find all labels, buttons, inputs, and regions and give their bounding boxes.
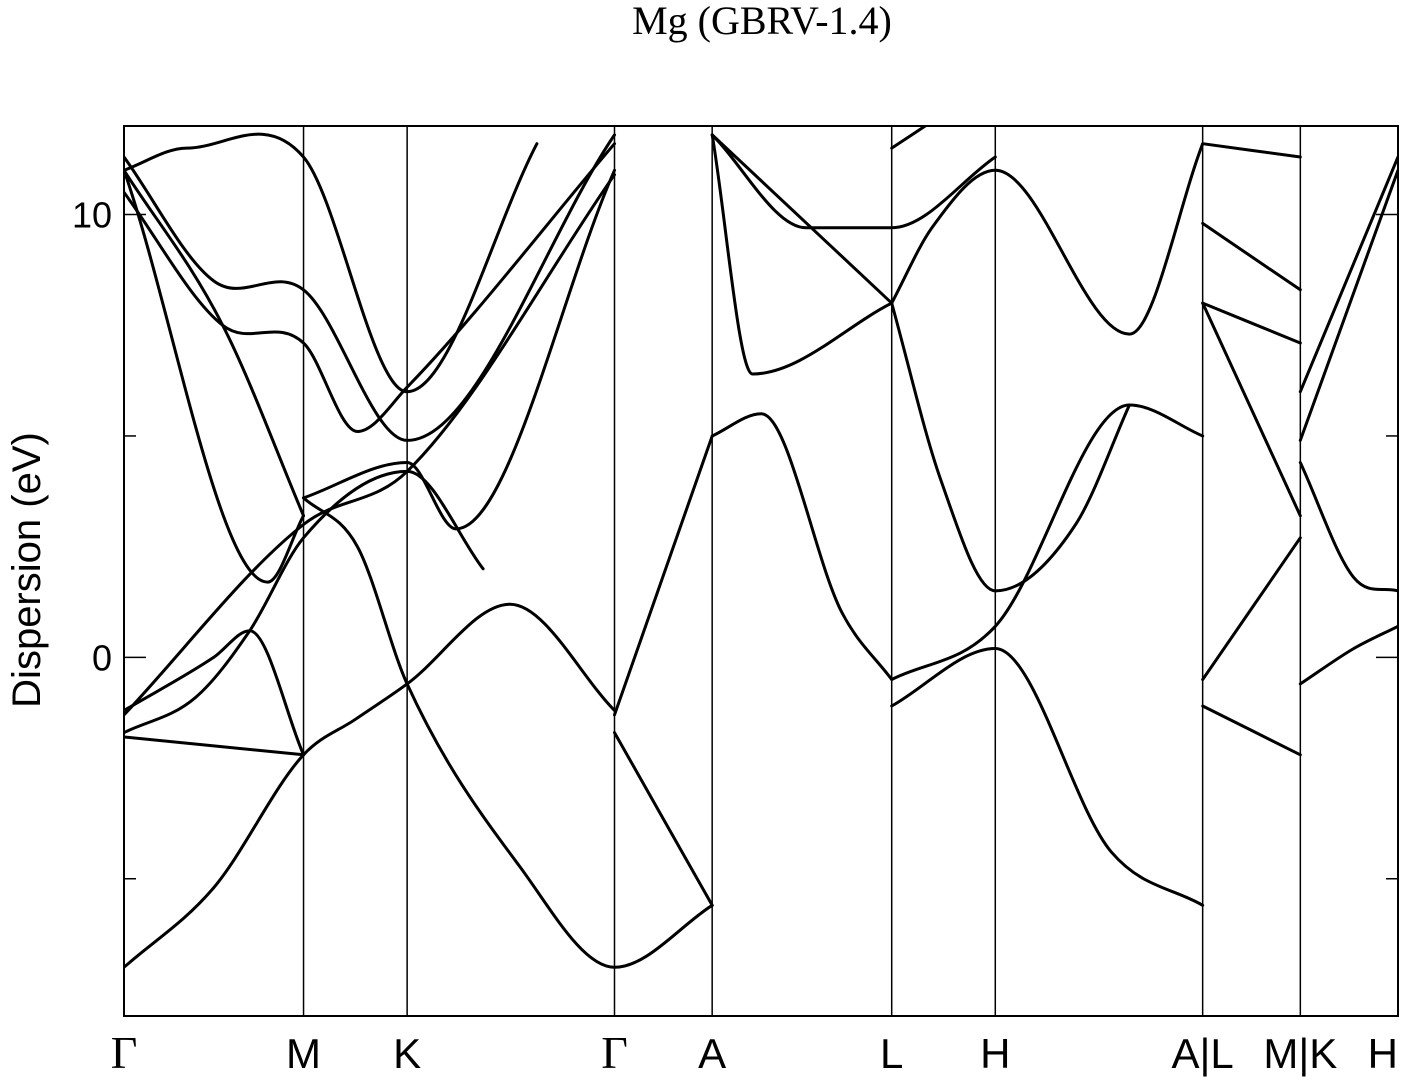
band-line-25 (1201, 536, 1302, 681)
band-line-30 (1298, 624, 1398, 686)
band-line-23 (890, 126, 928, 150)
band-line-20 (890, 403, 1205, 681)
band-line-15 (710, 412, 894, 681)
kpoint-label: Γ (601, 1027, 628, 1078)
band-line-9 (124, 168, 305, 518)
band-line-17 (710, 133, 894, 376)
kpoint-label: H (1368, 1030, 1398, 1077)
band-line-6 (302, 496, 714, 969)
kpoint-label: M|K (1263, 1030, 1337, 1077)
band-line-14 (613, 434, 714, 717)
band-line-11 (124, 133, 616, 442)
band-line-32 (1298, 155, 1398, 394)
band-line-19 (890, 647, 1205, 907)
band-line-2 (124, 629, 305, 757)
y-axis-label: Dispersion (eV) (5, 432, 49, 708)
band-line-21 (890, 301, 1131, 593)
y-tick-label: 0 (92, 637, 112, 678)
y-tick-label: 10 (72, 195, 112, 236)
band-line-22 (890, 142, 1205, 336)
kpoint-label: L (880, 1030, 903, 1077)
band-line-26 (1201, 301, 1302, 518)
kpoint-label: M (286, 1030, 321, 1077)
band-line-4 (124, 735, 305, 757)
band-line-31 (1298, 168, 1398, 442)
band-line-1 (124, 602, 616, 969)
band-line-27 (1201, 301, 1302, 345)
band-line-7 (302, 168, 616, 531)
band-line-12 (124, 132, 539, 394)
kpoint-label: H (980, 1030, 1010, 1077)
band-line-18 (710, 133, 997, 230)
kpoint-label: A (698, 1030, 726, 1077)
band-line-10 (124, 142, 616, 433)
band-line-29 (1201, 142, 1302, 159)
chart-title: Mg (GBRV-1.4) (632, 0, 892, 43)
band-line-13 (613, 731, 714, 907)
plot-frame (123, 125, 1399, 1017)
band-line-24 (1201, 704, 1302, 757)
kpoint-label: A|L (1172, 1030, 1234, 1077)
kpoint-label: K (393, 1030, 421, 1077)
kpoint-label: Γ (111, 1027, 138, 1078)
band-line-16 (710, 133, 894, 305)
band-line-33 (1298, 461, 1398, 593)
band-line-5 (124, 173, 616, 717)
band-line-8 (124, 168, 305, 584)
band-line-28 (1201, 221, 1302, 292)
